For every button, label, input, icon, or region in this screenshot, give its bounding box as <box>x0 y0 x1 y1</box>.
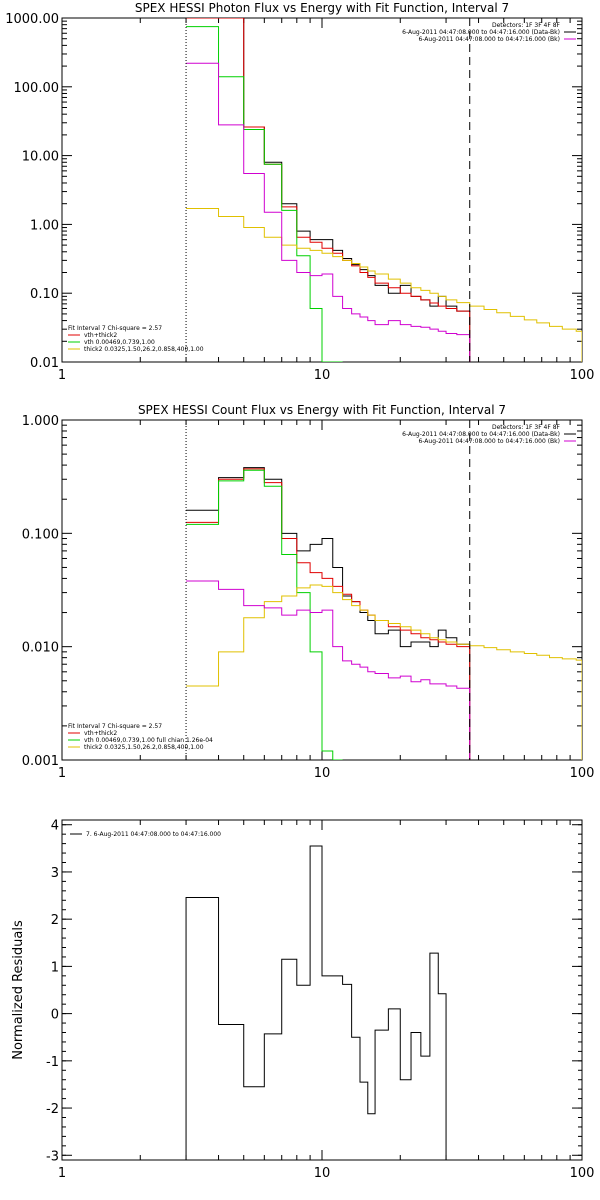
series-group <box>185 845 470 1160</box>
chart-p1: SPEX HESSI Photon Flux vs Energy with Fi… <box>5 1 594 383</box>
legend-label: thick2 0.0325,1.50,26.2,0.858,400,1.00 <box>84 346 204 353</box>
legend-label: 6-Aug-2011 04:47:08.000 to 04:47:16.000 … <box>402 29 560 36</box>
chart-title: SPEX HESSI Photon Flux vs Energy with Fi… <box>135 1 509 15</box>
x-tick-label: 10 <box>314 1166 331 1181</box>
y-tick-label: 1.00 <box>30 218 59 233</box>
y-axis-label: Normalized Residuals <box>11 920 26 1060</box>
y-tick-label: 3 <box>51 866 59 881</box>
series-data-bk <box>186 467 471 760</box>
chart-title: SPEX HESSI Count Flux vs Energy with Fit… <box>138 403 506 417</box>
legend-label: vth+thick2 <box>84 332 117 339</box>
legend-label: 6-Aug-2011 04:47:08.000 to 04:47:16.000 … <box>418 438 560 445</box>
series-vth-thick2 <box>186 18 471 362</box>
y-tick-label: 0 <box>51 1008 59 1023</box>
x-tick-label: 100 <box>570 1166 595 1181</box>
y-tick-label: 0.10 <box>30 287 59 302</box>
y-tick-label: 1 <box>51 960 59 975</box>
y-tick-label: 2 <box>51 913 59 928</box>
legend-label: vth 0.00469,0.739,1.00 <box>84 339 155 346</box>
legend-label: Detectors: 1F 3F 4F 8F <box>492 22 561 29</box>
y-tick-label: -2 <box>46 1102 59 1117</box>
y-tick-label: 0.01 <box>30 356 59 371</box>
legend-label: vth+thick2 <box>84 730 117 737</box>
series-thick2 <box>186 584 582 760</box>
y-tick-label: 0.010 <box>22 641 59 656</box>
legend-label: Fit Interval 7 Chi-square = 2.57 <box>68 325 162 332</box>
legend-label: 6-Aug-2011 04:47:08.000 to 04:47:16.000 … <box>402 431 560 438</box>
y-tick-label: -1 <box>46 1055 59 1070</box>
series-vth <box>186 469 343 760</box>
y-tick-label: 1000.00 <box>5 12 59 27</box>
x-tick-label: 100 <box>570 766 595 781</box>
x-tick-label: 1 <box>58 766 66 781</box>
series-bk <box>186 580 471 760</box>
legend-label: Fit Interval 7 Chi-square = 2.57 <box>68 723 162 730</box>
legend-label: 6-Aug-2011 04:47:08.000 to 04:47:16.000 … <box>418 36 560 43</box>
x-tick-label: 1 <box>58 368 66 383</box>
series-7- <box>185 845 470 1160</box>
legend-label: 7. 6-Aug-2011 04:47:08.000 to 04:47:16.0… <box>86 831 221 838</box>
y-tick-label: 0.100 <box>22 527 59 542</box>
legend-label: thick2 0.0325,1.50,26.2,0.858,400,1.00 <box>84 744 204 751</box>
chart-p3: 1 10 100 -3 -2 -1 0 1 2 3 4 Normalized Residuals 7. … <box>11 819 594 1181</box>
x-tick-label: 10 <box>314 368 331 383</box>
series-bk <box>186 62 471 362</box>
x-tick-label: 100 <box>570 368 595 383</box>
series-thick2 <box>186 208 582 362</box>
series-group <box>186 18 582 362</box>
series-group <box>186 467 582 760</box>
x-tick-label: 1 <box>58 1166 66 1181</box>
x-tick-label: 10 <box>314 766 331 781</box>
y-tick-label: 1.000 <box>22 414 59 429</box>
legend-label: Detectors: 1F 3F 4F 8F <box>492 424 561 431</box>
series-data-bk <box>186 18 471 362</box>
y-tick-label: 10.00 <box>22 150 59 165</box>
y-tick-label: 100.00 <box>14 81 60 96</box>
series-vth-thick2 <box>186 468 471 760</box>
y-tick-label: 4 <box>51 819 59 834</box>
legend-label: vth 0.00469,0.739,1.00 full chian 1.26e-… <box>84 737 213 744</box>
series-vth <box>186 26 343 362</box>
y-tick-label: 0.001 <box>22 754 59 769</box>
y-tick-label: -3 <box>46 1149 59 1164</box>
chart-p2: SPEX HESSI Count Flux vs Energy with Fit… <box>22 403 595 781</box>
